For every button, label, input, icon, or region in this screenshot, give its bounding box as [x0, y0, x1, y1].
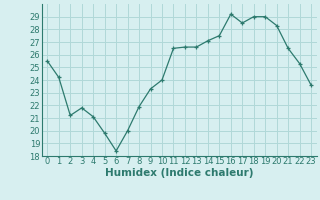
X-axis label: Humidex (Indice chaleur): Humidex (Indice chaleur) — [105, 168, 253, 178]
